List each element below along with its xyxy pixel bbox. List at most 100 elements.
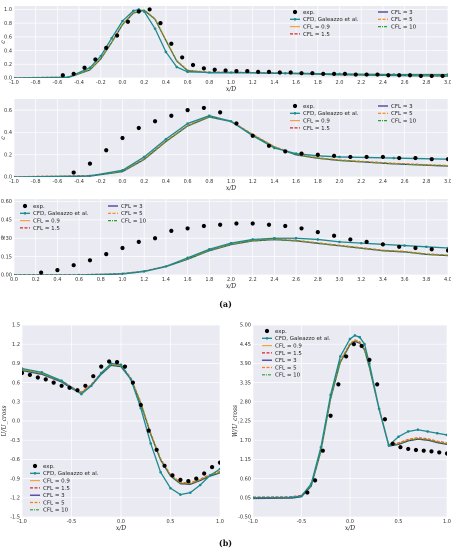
- p2-legend-label-cfl10: CFL = 10: [391, 119, 417, 125]
- p2-exp-point: [218, 110, 223, 115]
- p3-exp-point: [445, 248, 448, 253]
- p5-cfd-marker: [353, 334, 357, 337]
- p5-cfd-marker: [436, 431, 439, 435]
- p3-xtick-label: 1.6: [184, 277, 192, 283]
- p5-ytick-label: 1.70: [240, 438, 251, 444]
- p4-cfd-marker: [40, 371, 44, 374]
- p5-exp-point: [382, 417, 388, 422]
- p4-exp-point: [35, 375, 40, 380]
- p2-exp-point: [331, 153, 337, 158]
- p1-xtick-label: 0.8: [205, 80, 213, 86]
- p5-ytick-label: 3.35: [240, 380, 251, 386]
- p3-xtick-label: 2.2: [249, 277, 257, 283]
- p5-xlabel: x/D: [345, 525, 355, 532]
- p5-exp-point: [375, 382, 380, 387]
- panels: -1.0 -0.8 -0.6 -0.4 -0.2 0.0 0.2 0.4 0.6 0.8 1.0 1.…: [0, 6, 451, 532]
- p4-exp-point: [43, 377, 48, 382]
- p4-cfd-marker: [159, 470, 162, 474]
- p1-ytick-label: 0.6: [4, 35, 12, 41]
- p5-cfd-marker: [290, 496, 294, 499]
- p3-xtick-label: 4.0: [444, 277, 451, 283]
- p5-cfd-marker: [358, 335, 362, 339]
- p4-cfd-marker: [99, 371, 103, 375]
- p3-exp-point: [234, 221, 239, 226]
- p4-exp-point: [138, 402, 143, 408]
- p2-exp-point: [120, 135, 125, 141]
- p1-legend-label-exp: exp.: [303, 10, 315, 16]
- p5-ytick-label: -0.50: [238, 515, 251, 521]
- p4-ytick-label: 0.0: [12, 419, 20, 425]
- p4-exp-point: [122, 364, 128, 369]
- p3-line-cfd: [14, 237, 448, 275]
- p3-ytick-label: 0.30: [1, 236, 12, 242]
- p5-xtick-label: 1.0: [443, 519, 451, 525]
- p4-legend-marker-exp: [32, 463, 38, 469]
- p5-legend-label-cfl15: CFL = 1.5: [275, 351, 302, 357]
- p2-legend-label-cfl09: CFL = 0.9: [303, 119, 330, 125]
- p3-exp-point: [380, 242, 385, 247]
- p2-xtick-label: 3.0: [444, 179, 451, 185]
- p5-legend-label-exp: exp.: [275, 329, 287, 335]
- p5-cfd-marker: [253, 496, 255, 500]
- p4-cfd-marker: [218, 467, 220, 471]
- p1-exp-point: [321, 71, 326, 76]
- p1-xtick-label: 2.2: [357, 80, 365, 86]
- p5-exp-point: [328, 413, 333, 418]
- p4-ytick-label: -1.5: [10, 515, 20, 521]
- p2-exp-point: [445, 157, 448, 162]
- p1-cfd-marker: [66, 76, 70, 78]
- p1-xtick-label: -0.2: [96, 80, 106, 86]
- p4-exp-point: [146, 428, 151, 433]
- p2-exp-point: [169, 113, 174, 118]
- p3-xtick-label: 1.4: [162, 277, 170, 283]
- p4-ytick-label: -0.9: [10, 476, 20, 482]
- p3-xtick-label: 3.8: [422, 277, 430, 283]
- p5-cfd-marker: [368, 362, 371, 365]
- p3-ytick-label: 0.00: [1, 273, 12, 279]
- p4-cfd-marker: [119, 363, 123, 366]
- p1-legend-marker-cfd: [293, 18, 297, 21]
- p4-exp-point: [59, 383, 64, 388]
- p5-exp-point: [351, 342, 356, 347]
- p2-xlabel: x/D: [226, 185, 236, 192]
- p5-xtick-label: -1.0: [248, 519, 258, 525]
- p5-cfd-marker: [445, 433, 447, 437]
- p2-xtick-label: 2.2: [357, 179, 365, 185]
- p4-cfd-marker: [198, 483, 202, 487]
- p2-xtick-label: 2.8: [422, 179, 430, 185]
- p1-xtick-label: -0.8: [31, 80, 41, 86]
- p3-xtick-label: 1.8: [205, 277, 213, 283]
- p3-xtick-label: 1.0: [119, 277, 127, 283]
- p5-ytick-label: 3.90: [240, 361, 251, 367]
- p4-exp-point: [91, 374, 96, 379]
- p1-exp-point: [212, 67, 217, 72]
- p3-legend-label-cfl09: CFL = 0.9: [33, 219, 60, 225]
- p2-ylabel: c: [0, 136, 7, 140]
- p5-series: [253, 334, 447, 500]
- p4-legend-marker-cfd: [33, 472, 37, 475]
- p5-legend-marker-exp: [264, 328, 270, 334]
- p5-exp-point: [305, 490, 310, 495]
- p4-exp-point: [27, 372, 33, 378]
- p4-panel: -1.0 -0.5 0.0 0.5 1.0 -1.5 -1.2 -0.9 -0.6 -0.3 0.0…: [1, 323, 224, 532]
- p3-legend-label-cfl5: CFL = 5: [121, 211, 143, 217]
- p3-legend-label-cfl10: CFL = 10: [121, 219, 147, 225]
- p2-legend-label-cfd: CFD, Galeazzo et al.: [303, 111, 359, 117]
- p3-xtick-label: 2.8: [314, 277, 322, 283]
- p2-cfd-marker: [338, 155, 341, 159]
- p3-panel: 0.0 0.2 0.4 0.6 0.8 1.0 1.2 1.4 1.6 1.8 2.0 2.2 2.4 2…: [0, 199, 451, 290]
- p1-exp-point: [180, 55, 185, 60]
- p2-xtick-label: 2.4: [379, 179, 387, 185]
- p3-cfd-marker: [403, 244, 406, 247]
- p5-ytick-label: 5.00: [240, 323, 251, 329]
- p3-xtick-label: 1.2: [140, 277, 148, 283]
- p5-cfd-marker: [397, 435, 400, 439]
- p2-legend-label-cfl3: CFL = 3: [391, 104, 413, 110]
- p3-legend-label-cfl15: CFL = 1.5: [33, 226, 60, 232]
- p4-cfd-marker: [149, 442, 152, 445]
- p4-cfd-marker: [90, 384, 93, 388]
- p3-exp-point: [169, 228, 174, 233]
- p5-cfd-marker: [348, 337, 352, 341]
- p5-cfd-marker: [329, 393, 332, 397]
- p5-ytick-label: 4.45: [240, 342, 251, 348]
